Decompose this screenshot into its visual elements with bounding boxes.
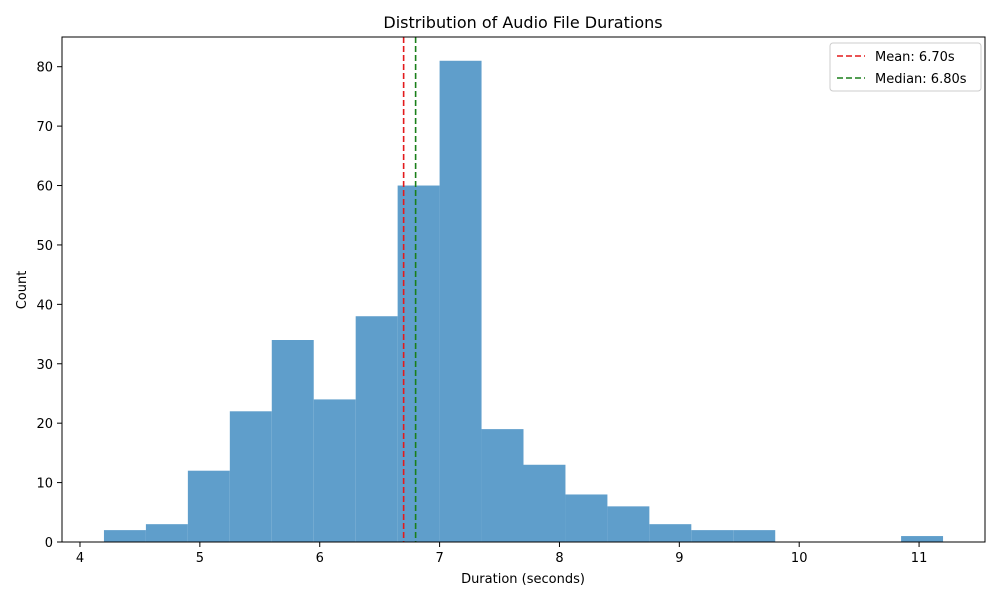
y-tick-label: 80 bbox=[36, 61, 53, 76]
reference-lines bbox=[402, 37, 417, 542]
y-tick-label: 40 bbox=[36, 298, 53, 313]
y-tick-label: 0 bbox=[45, 536, 53, 551]
legend-box bbox=[829, 42, 982, 92]
y-axis-label: Count bbox=[15, 271, 30, 310]
y-axis-ticks: 0 10 20 30 40 50 60 70 80 bbox=[36, 61, 62, 551]
histogram-bar bbox=[103, 530, 146, 542]
x-tick-label: 8 bbox=[555, 551, 563, 566]
histogram-bar bbox=[691, 530, 734, 542]
legend-label: Mean: 6.70s bbox=[875, 50, 955, 65]
x-tick-label: 4 bbox=[76, 551, 84, 566]
plot-frame bbox=[61, 36, 986, 543]
histogram-bar bbox=[397, 185, 440, 542]
legend-label: Median: 6.80s bbox=[875, 72, 967, 87]
x-tick-label: 7 bbox=[435, 551, 443, 566]
histogram-bar bbox=[481, 429, 524, 542]
histogram-bar bbox=[565, 494, 608, 542]
histogram-bar bbox=[313, 399, 356, 542]
legend: Mean: 6.70s Median: 6.80s bbox=[829, 42, 982, 92]
y-tick-label: 70 bbox=[36, 120, 53, 135]
x-tick-label: 6 bbox=[316, 551, 324, 566]
histogram-bar bbox=[355, 316, 398, 542]
histogram-bar bbox=[901, 536, 944, 542]
x-axis-label: Duration (seconds) bbox=[461, 572, 585, 587]
histogram-bar bbox=[607, 506, 650, 542]
y-tick-label: 20 bbox=[36, 417, 53, 432]
histogram-bar bbox=[733, 530, 776, 542]
histogram-bar bbox=[187, 470, 230, 542]
y-tick-label: 60 bbox=[36, 180, 53, 195]
histogram-bar bbox=[649, 524, 692, 542]
chart-title: Distribution of Audio File Durations bbox=[383, 13, 662, 32]
histogram-bar bbox=[439, 60, 482, 542]
y-tick-label: 50 bbox=[36, 239, 53, 254]
histogram-bar bbox=[145, 524, 188, 542]
y-tick-label: 30 bbox=[36, 358, 53, 373]
x-tick-label: 9 bbox=[675, 551, 683, 566]
x-tick-label: 5 bbox=[196, 551, 204, 566]
histogram-bar bbox=[229, 411, 272, 542]
histogram-bar bbox=[271, 340, 314, 542]
y-tick-label: 10 bbox=[36, 477, 53, 492]
histogram-bars bbox=[103, 60, 944, 542]
x-tick-label: 11 bbox=[911, 551, 928, 566]
histogram-bar bbox=[523, 464, 566, 542]
x-tick-label: 10 bbox=[791, 551, 808, 566]
x-axis-ticks: 4 5 6 7 8 9 10 11 bbox=[76, 542, 928, 566]
